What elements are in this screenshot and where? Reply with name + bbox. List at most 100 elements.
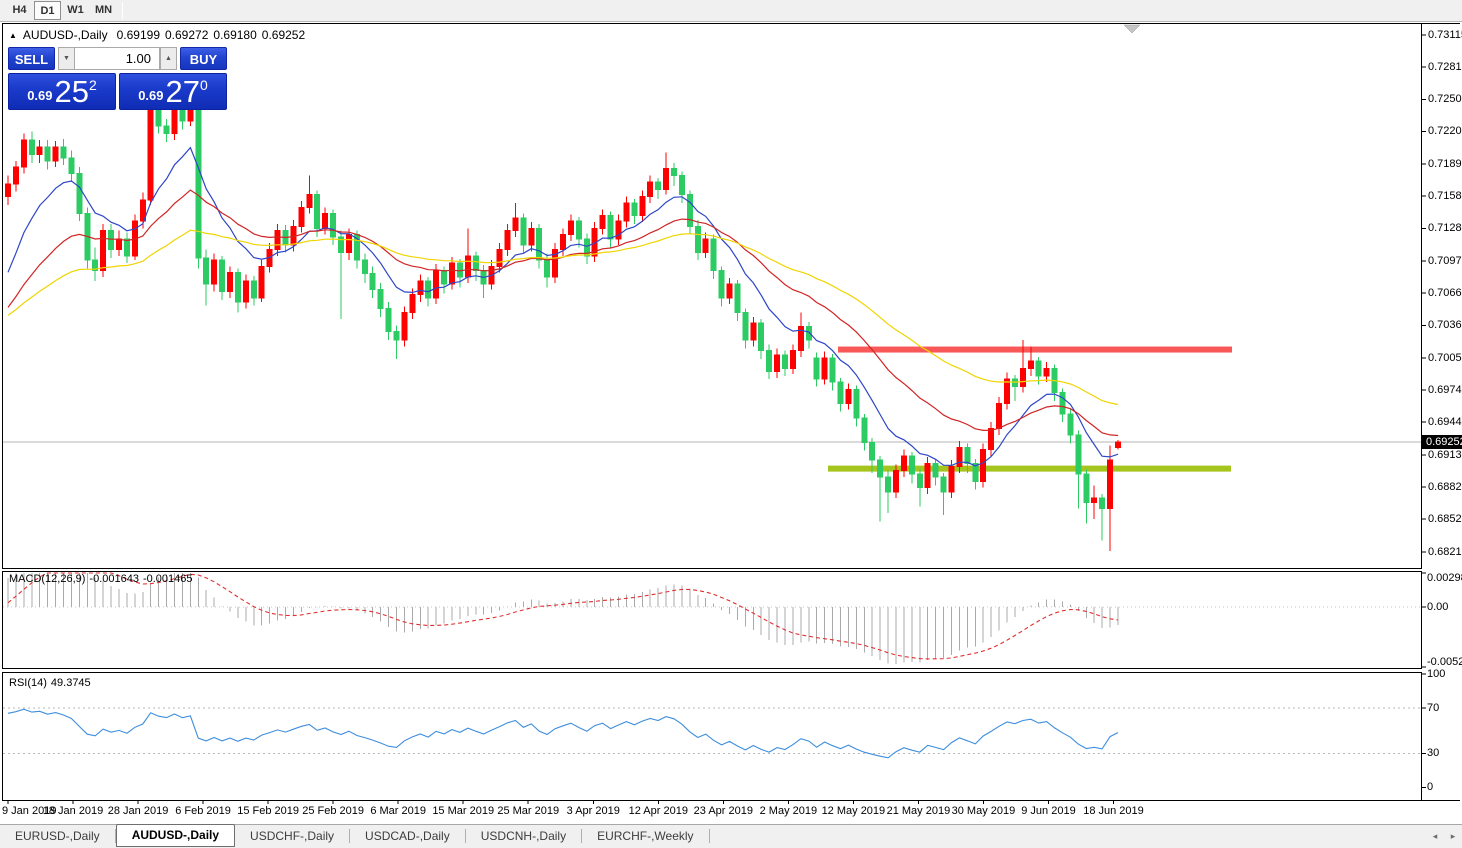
rsi-axis-label: 30 <box>1427 746 1440 759</box>
timeframe-button-w1[interactable]: W1 <box>67 4 84 16</box>
time-axis-label: 9 Jun 2019 <box>1021 805 1076 817</box>
time-axis-label: 15 Feb 2019 <box>237 805 299 817</box>
tab-separator <box>114 828 116 843</box>
macd-histogram <box>7 573 1119 665</box>
ma-slow-line <box>7 229 1119 406</box>
chart-title: ▲ AUDUSD-,Daily 0.69199 0.69272 0.69180 0.692… <box>9 28 305 42</box>
current-price-badge: 0.69252 <box>1422 435 1462 450</box>
sell-price-big: 25 <box>54 74 89 109</box>
volume-increase-button[interactable]: ▲ <box>160 47 177 70</box>
axis-ticks <box>7 34 1426 804</box>
timeframe-button-mn[interactable]: MN <box>94 4 113 16</box>
macd-axis-label: -0.005256 <box>1427 656 1462 668</box>
chart-tab-audusd-daily[interactable]: AUDUSD-,Daily <box>115 824 236 847</box>
chart-title-high: 0.69272 <box>165 28 209 42</box>
macd-label: MACD(12,26,9) -0.001643 -0.001465 <box>9 573 193 585</box>
time-axis-label: 15 Mar 2019 <box>432 805 495 817</box>
buy-button[interactable]: BUY <box>180 47 227 70</box>
ma-fast-line <box>7 146 1119 467</box>
price-axis-label: 0.72505 <box>1428 93 1462 106</box>
macd-axis-label: 0.002984 <box>1427 572 1462 584</box>
chart-tab-bar: EURUSD-,Daily AUDUSD-,Daily USDCHF-,Daily U… <box>0 824 1462 848</box>
candlestick-series <box>5 94 1122 551</box>
time-axis-label: 6 Feb 2019 <box>175 805 231 817</box>
pane-borders <box>2 23 1460 801</box>
price-axis-label: 0.68825 <box>1428 481 1462 494</box>
time-axis-label: 30 May 2019 <box>951 805 1016 817</box>
chart-tab-usdchf-daily[interactable]: USDCHF-,Daily <box>250 829 335 843</box>
buy-price-display[interactable]: 0.69 27 0 <box>119 73 227 110</box>
time-axis-label: 25 Mar 2019 <box>497 805 560 817</box>
time-axis-label: 3 Apr 2019 <box>566 805 620 817</box>
rsi-axis-label: 100 <box>1427 667 1446 680</box>
sell-price-sup: 2 <box>89 77 97 93</box>
sell-price-prefix: 0.69 <box>27 88 53 103</box>
buy-price-prefix: 0.69 <box>138 88 164 103</box>
chart-title-symbol: AUDUSD-,Daily <box>22 28 108 42</box>
volume-input[interactable] <box>75 48 159 69</box>
tab-scroll-right-button[interactable]: ▸ <box>1450 831 1456 841</box>
time-axis-label: 9 Jan 2019 <box>2 805 57 817</box>
resistance-line[interactable] <box>838 346 1232 353</box>
volume-decrease-button[interactable]: ▼ <box>58 47 75 70</box>
timeframe-button-d1[interactable]: D1 <box>34 1 61 20</box>
collapse-trade-panel-icon[interactable]: ▲ <box>9 31 17 40</box>
macd-value-2: -0.001465 <box>142 573 193 585</box>
chart-tab-eurusd-daily[interactable]: EURUSD-,Daily <box>15 829 100 843</box>
time-axis-label: 21 May 2019 <box>886 805 951 817</box>
rsi-axis-label: 70 <box>1427 701 1440 714</box>
scroll-to-end-icon[interactable] <box>1123 24 1141 34</box>
time-axis-label: 28 Jan 2019 <box>107 805 169 817</box>
timeframe-toolbar: H4 D1 W1 MN <box>0 0 1462 22</box>
rsi-line <box>7 708 1119 759</box>
price-axis-label: 0.71585 <box>1428 190 1462 203</box>
tab-separator <box>349 828 351 843</box>
time-axis-label: 18 Jan 2019 <box>42 805 104 817</box>
time-axis-label: 18 Jun 2019 <box>1083 805 1144 817</box>
timeframe-button-h4[interactable]: H4 <box>12 4 27 16</box>
macd-axis-label: 0.00 <box>1427 600 1449 613</box>
sell-price-display[interactable]: 0.69 25 2 <box>8 73 116 110</box>
chart-title-low: 0.69180 <box>213 28 257 42</box>
one-click-trading-panel: SELL ▼ ▲ BUY 0.69 25 2 0.69 27 0 <box>8 47 227 110</box>
price-axis-label: 0.70665 <box>1428 287 1462 300</box>
support-line[interactable] <box>828 465 1231 472</box>
price-axis-label: 0.73115 <box>1428 29 1462 41</box>
toolbar-separator <box>122 2 123 19</box>
chart-tab-usdcad-daily[interactable]: USDCAD-,Daily <box>365 829 450 843</box>
tab-scroll-left-button[interactable]: ◂ <box>1432 831 1438 841</box>
buy-price-big: 27 <box>165 74 200 109</box>
price-axis-label: 0.69745 <box>1428 384 1462 397</box>
sell-button[interactable]: SELL <box>8 47 55 70</box>
macd-signal-line <box>7 572 1119 660</box>
chart-tab-usdcnh-daily[interactable]: USDCNH-,Daily <box>480 829 567 843</box>
tab-separator <box>708 828 710 843</box>
time-axis-label: 12 Apr 2019 <box>628 805 688 817</box>
chart-tab-eurchf-weekly[interactable]: EURCHF-,Weekly <box>597 829 694 843</box>
time-axis-label: 12 May 2019 <box>821 805 886 817</box>
chart-title-close: 0.69252 <box>261 28 306 42</box>
time-axis-label: 23 Apr 2019 <box>693 805 753 817</box>
volume-stepper: ▼ ▲ <box>58 47 177 70</box>
macd-value-1: -0.001643 <box>89 573 139 585</box>
tab-separator <box>464 828 466 843</box>
rsi-label: RSI(14) 49.3745 <box>9 677 91 689</box>
chart-title-open: 0.69199 <box>116 28 160 42</box>
rsi-axis-label: 0 <box>1427 781 1434 794</box>
ma-medium-line <box>7 189 1119 437</box>
time-axis-label: 6 Mar 2019 <box>370 805 426 817</box>
rsi-value: 49.3745 <box>50 677 91 689</box>
